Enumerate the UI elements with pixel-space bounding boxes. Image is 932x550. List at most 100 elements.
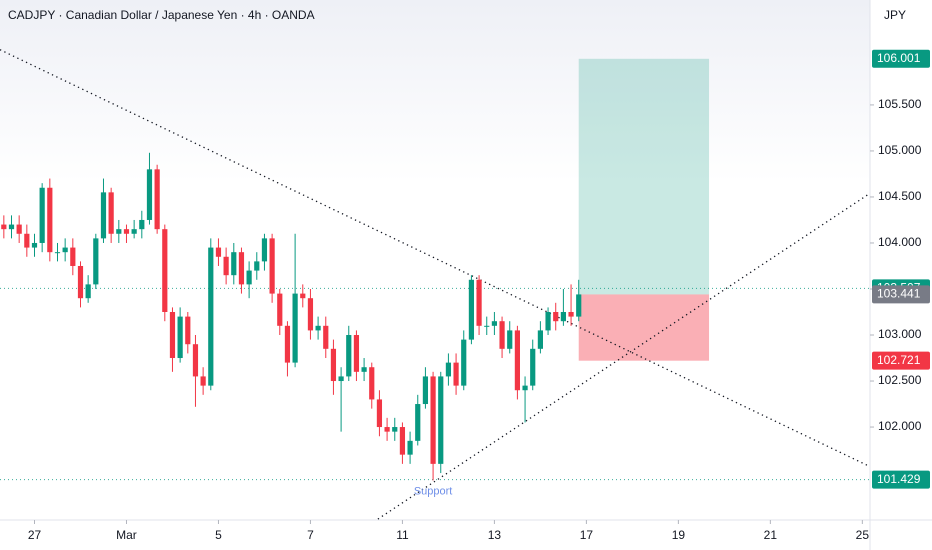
candle-body	[277, 293, 283, 326]
candle-body	[491, 321, 498, 326]
candle-body	[461, 339, 467, 386]
candle-body	[507, 330, 513, 349]
x-tick-label: 19	[672, 528, 686, 542]
candle-body	[154, 169, 160, 230]
candle-body	[269, 238, 275, 294]
candle-body	[499, 321, 505, 349]
candle-body	[185, 316, 191, 345]
candle-body	[246, 270, 252, 285]
price-tag-label: 101.429	[877, 472, 921, 486]
x-tick-label: Mar	[116, 528, 137, 542]
candle-body	[169, 312, 176, 359]
candle-body	[545, 312, 551, 331]
candle-body	[116, 229, 122, 234]
stop-zone	[578, 294, 710, 361]
candle-body	[415, 404, 421, 441]
candle-body	[208, 247, 214, 386]
chart-title: CADJPY · Canadian Dollar / Japanese Yen …	[8, 8, 315, 22]
candle-body	[31, 242, 38, 248]
x-tick-label: 17	[580, 528, 594, 542]
currency-label: JPY	[884, 8, 906, 22]
candle-body	[445, 362, 452, 377]
candle-body	[315, 325, 321, 331]
x-tick-label: 13	[488, 528, 502, 542]
candle-body	[16, 224, 22, 234]
candle-body	[399, 427, 406, 455]
candle-body	[292, 293, 298, 363]
candle-body	[576, 294, 582, 317]
candle-body	[70, 247, 76, 266]
candle-body	[254, 261, 260, 271]
candle-body	[261, 238, 268, 262]
candle-body	[231, 252, 237, 276]
candle-body	[1, 224, 7, 230]
candle-body	[300, 293, 306, 299]
y-tick-label: 105.500	[878, 97, 922, 111]
candle-body	[568, 312, 574, 317]
candle-body	[62, 247, 68, 253]
candle-body	[376, 399, 383, 428]
y-tick-label: 102.000	[878, 419, 922, 433]
candle-body	[522, 385, 528, 391]
x-tick-label: 21	[764, 528, 778, 542]
candle-body	[476, 279, 482, 326]
candle-body	[54, 252, 61, 254]
candle-body	[438, 376, 444, 464]
candle-body	[177, 316, 183, 359]
candle-body	[537, 330, 543, 349]
candle-body	[139, 219, 145, 230]
candle-body	[422, 376, 429, 405]
price-tag-label: 103.441	[877, 287, 921, 301]
price-tag	[872, 49, 930, 68]
candle-body	[484, 325, 490, 327]
candle-body	[407, 440, 413, 455]
annotation: Support	[414, 485, 453, 497]
y-tick-label: 104.500	[878, 189, 922, 203]
candle-body	[238, 252, 245, 285]
candle-body	[223, 256, 229, 276]
candle-body	[39, 187, 45, 243]
candle-body	[108, 192, 114, 234]
candle-body	[192, 344, 199, 377]
candle-body	[560, 312, 566, 322]
x-tick-label: 5	[215, 528, 222, 542]
candle-body	[453, 362, 459, 386]
candle-body	[47, 187, 53, 253]
candle-body	[123, 229, 130, 234]
price-tag	[872, 285, 930, 304]
candle-body	[468, 279, 475, 340]
x-tick-label: 11	[396, 528, 409, 542]
x-tick-label: 25	[856, 528, 870, 542]
candle-body	[77, 265, 84, 299]
candle-body	[131, 229, 137, 234]
candle-body	[284, 325, 291, 363]
y-tick-label: 104.000	[878, 235, 922, 249]
candle-body	[346, 335, 352, 377]
candle-body	[392, 427, 398, 432]
candle-body	[8, 224, 15, 230]
candle-body	[553, 312, 559, 322]
price-tag	[872, 470, 930, 489]
candle-body	[369, 367, 375, 400]
candle-body	[85, 284, 91, 299]
candle-body	[93, 238, 99, 285]
candle-body	[146, 169, 153, 220]
price-tag-label: 106.001	[877, 51, 921, 65]
candle-body	[323, 325, 329, 349]
candle-body	[215, 247, 222, 257]
x-tick-label: 7	[307, 528, 314, 542]
candle-body	[514, 330, 521, 391]
y-tick-label: 102.500	[878, 373, 922, 387]
candle-body	[430, 376, 436, 464]
candle-body	[162, 229, 168, 312]
candle-body	[100, 192, 107, 239]
price-tag	[872, 351, 930, 370]
candle-body	[338, 376, 344, 382]
target-zone	[578, 58, 710, 295]
x-tick-label: 27	[28, 528, 42, 542]
candle-body	[330, 348, 337, 382]
candle-body	[307, 298, 314, 331]
candle-body	[24, 233, 30, 248]
y-tick-label: 105.000	[878, 143, 922, 157]
